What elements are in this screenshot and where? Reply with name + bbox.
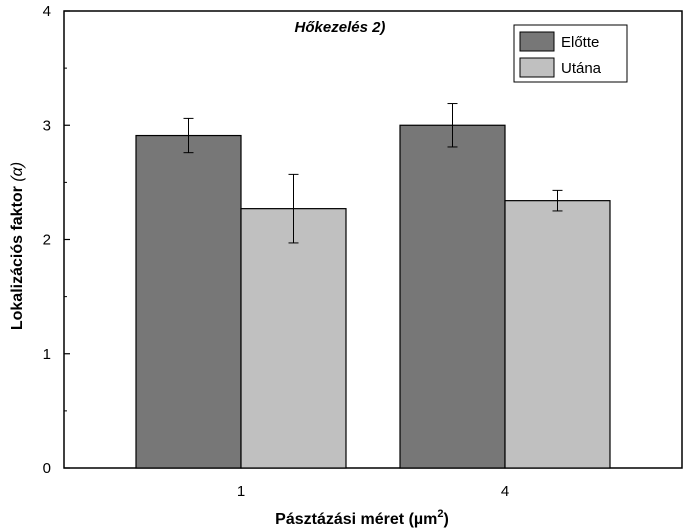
legend-label-utana: Utána <box>561 60 602 77</box>
y-tick-label: 4 <box>43 3 51 20</box>
legend: Előtte Utána <box>513 24 628 83</box>
bar-utana <box>504 200 611 469</box>
y-tick-label: 0 <box>43 460 51 477</box>
error-bars <box>183 103 563 244</box>
bar-utana <box>240 208 347 469</box>
y-axis: 0 1 2 3 4 <box>43 3 70 477</box>
y-tick-label: 2 <box>43 232 51 249</box>
bar-series <box>135 124 611 469</box>
x-axis-title: Pásztázási méret (µm2) <box>275 508 449 528</box>
y-tick-label: 1 <box>43 346 51 363</box>
y-tick-label: 3 <box>43 117 51 134</box>
bar-elotte <box>135 134 242 469</box>
bar-elotte <box>399 124 506 469</box>
legend-swatch-utana <box>519 57 555 78</box>
x-tick-label: 4 <box>501 483 509 500</box>
legend-swatch-elotte <box>519 31 555 52</box>
y-axis-title: Lokalizációs faktor (α) <box>9 162 26 330</box>
x-tick-label: 1 <box>237 483 245 500</box>
legend-label-elotte: Előtte <box>561 34 599 51</box>
chart-title: Hőkezelés 2) <box>295 19 386 36</box>
